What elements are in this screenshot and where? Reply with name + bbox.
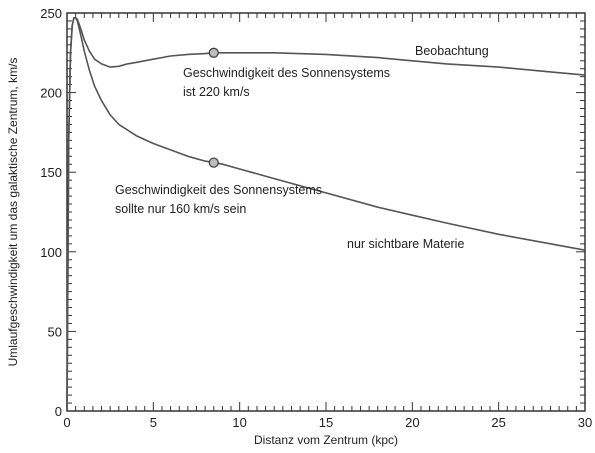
markers-group xyxy=(208,47,219,168)
sun-position-marker xyxy=(208,157,219,168)
x-tick-label: 30 xyxy=(578,415,592,430)
series-line-visible-matter xyxy=(66,16,586,412)
annotation-observation: Beobachtung xyxy=(415,44,489,58)
annotation-visible-matter: nur sichtbare Materie xyxy=(347,237,464,251)
series-group xyxy=(66,16,586,412)
y-tick-label: 150 xyxy=(40,165,62,180)
annotation-sun-expected-line2: sollte nur 160 km/s sein xyxy=(115,202,246,216)
y-tick-label: 250 xyxy=(40,6,62,21)
y-tick-label: 200 xyxy=(40,86,62,101)
x-axis-label: Distanz vom Zentrum (kpc) xyxy=(254,433,398,447)
y-tick-label: 0 xyxy=(55,404,62,419)
y-tick-label: 50 xyxy=(48,324,62,339)
annotation-sun-observed-line1: Geschwindigkeit des Sonnensystems xyxy=(183,66,390,80)
y-axis-label: Umlaufgeschwindigkeit um das galaktische… xyxy=(6,58,20,367)
x-tick-label: 20 xyxy=(405,415,419,430)
x-tick-label: 25 xyxy=(491,415,505,430)
sun-position-marker xyxy=(208,47,219,58)
x-tick-label: 0 xyxy=(63,415,70,430)
x-tick-label: 10 xyxy=(232,415,246,430)
annotation-sun-expected-line1: Geschwindigkeit des Sonnensystems xyxy=(115,183,322,197)
tick-labels: 0 5 10 15 20 25 30 0 50 100 150 200 250 xyxy=(40,6,592,430)
axis-ticks xyxy=(66,12,586,412)
x-tick-label: 15 xyxy=(319,415,333,430)
annotation-sun-observed-line2: ist 220 km/s xyxy=(183,85,250,99)
x-tick-label: 5 xyxy=(150,415,157,430)
y-tick-label: 100 xyxy=(40,245,62,260)
